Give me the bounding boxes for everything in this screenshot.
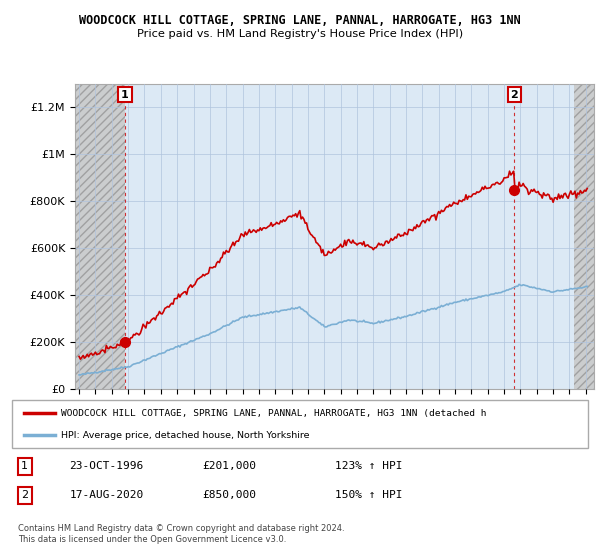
- Text: £201,000: £201,000: [202, 461, 256, 472]
- Text: £850,000: £850,000: [202, 491, 256, 501]
- Text: WOODCOCK HILL COTTAGE, SPRING LANE, PANNAL, HARROGATE, HG3 1NN: WOODCOCK HILL COTTAGE, SPRING LANE, PANN…: [79, 14, 521, 27]
- Text: 150% ↑ HPI: 150% ↑ HPI: [335, 491, 402, 501]
- Text: HPI: Average price, detached house, North Yorkshire: HPI: Average price, detached house, Nort…: [61, 431, 310, 440]
- Text: Price paid vs. HM Land Registry's House Price Index (HPI): Price paid vs. HM Land Registry's House …: [137, 29, 463, 39]
- Text: This data is licensed under the Open Government Licence v3.0.: This data is licensed under the Open Gov…: [18, 535, 286, 544]
- Text: Contains HM Land Registry data © Crown copyright and database right 2024.: Contains HM Land Registry data © Crown c…: [18, 524, 344, 533]
- Text: 1: 1: [21, 461, 28, 472]
- Text: WOODCOCK HILL COTTAGE, SPRING LANE, PANNAL, HARROGATE, HG3 1NN (detached h: WOODCOCK HILL COTTAGE, SPRING LANE, PANN…: [61, 409, 487, 418]
- Text: 1: 1: [121, 90, 129, 100]
- Text: 23-OCT-1996: 23-OCT-1996: [70, 461, 144, 472]
- Text: 17-AUG-2020: 17-AUG-2020: [70, 491, 144, 501]
- Text: 2: 2: [511, 90, 518, 100]
- Bar: [574, 84, 594, 389]
- Bar: [75, 84, 125, 389]
- Text: 123% ↑ HPI: 123% ↑ HPI: [335, 461, 402, 472]
- Text: 2: 2: [21, 491, 28, 501]
- FancyBboxPatch shape: [12, 400, 588, 448]
